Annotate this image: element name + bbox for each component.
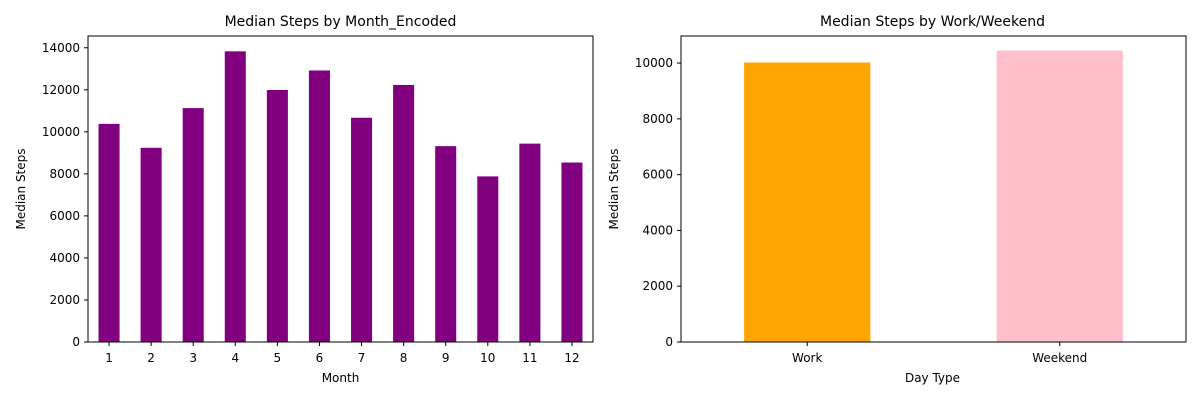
y-tick-label: 8000 (642, 112, 673, 126)
x-tick-label: Weekend (1032, 351, 1087, 365)
bars (744, 50, 1123, 343)
y-tick-label: 10000 (635, 56, 673, 70)
bar-1 (98, 123, 120, 342)
y-tick-label: 12000 (42, 83, 80, 97)
y-tick-label: 0 (72, 335, 80, 349)
y-tick-label: 8000 (49, 167, 80, 181)
y-tick-label: 2000 (642, 279, 673, 293)
bars (98, 51, 583, 342)
bar-11 (519, 143, 541, 342)
x-tick-label: 4 (231, 351, 239, 365)
plot-frame (87, 35, 594, 343)
bar-8 (393, 84, 415, 342)
y-axis-label: Median Steps (607, 148, 621, 229)
x-tick-label: 9 (442, 351, 450, 365)
x-tick-label: 11 (522, 351, 537, 365)
x-tick-label: 5 (274, 351, 282, 365)
y-tick-label: 6000 (642, 168, 673, 182)
bar-9 (435, 146, 457, 342)
bar-12 (561, 162, 583, 342)
plot-frame (680, 35, 1187, 343)
y-axis-label: Median Steps (14, 148, 28, 229)
bar-2 (140, 147, 162, 342)
y-tick-label: 4000 (642, 223, 673, 237)
bar-5 (266, 90, 288, 342)
chart-median-steps-by-day-type: Median Steps by Work/Weekend Day Type Me… (607, 14, 1187, 385)
chart-title: Median Steps by Month_Encoded (225, 14, 457, 30)
bar-work (744, 62, 871, 343)
y-tick-label: 0 (665, 335, 673, 349)
chart-median-steps-by-month: Median Steps by Month_Encoded Month Medi… (14, 14, 594, 385)
y-tick-label: 4000 (49, 251, 80, 265)
y-tick-label: 6000 (49, 209, 80, 223)
bar-3 (182, 108, 204, 342)
x-tick-label: Work (792, 351, 822, 365)
x-tick-label: 12 (564, 351, 579, 365)
x-axis-label: Day Type (905, 371, 960, 385)
bar-weekend (996, 50, 1123, 343)
ticks: Work Weekend 0 2000 4000 6000 8000 10000 (635, 56, 1087, 365)
bar-10 (477, 176, 499, 342)
chart-title: Median Steps by Work/Weekend (820, 14, 1045, 30)
x-tick-label: 7 (358, 351, 366, 365)
bar-4 (224, 51, 246, 342)
bar-7 (351, 117, 373, 342)
x-tick-label: 1 (105, 351, 113, 365)
x-tick-label: 8 (400, 351, 408, 365)
ticks: 1 2 3 4 5 6 7 8 9 10 11 120200040006000800010000120… (42, 41, 580, 365)
bar-6 (308, 70, 330, 342)
y-tick-label: 14000 (42, 41, 80, 55)
x-tick-label: 3 (189, 351, 197, 365)
x-axis-label: Month (322, 371, 360, 385)
x-tick-label: 6 (316, 351, 324, 365)
x-tick-label: 2 (147, 351, 155, 365)
y-tick-label: 10000 (42, 125, 80, 139)
y-tick-label: 2000 (49, 293, 80, 307)
x-tick-label: 10 (480, 351, 495, 365)
